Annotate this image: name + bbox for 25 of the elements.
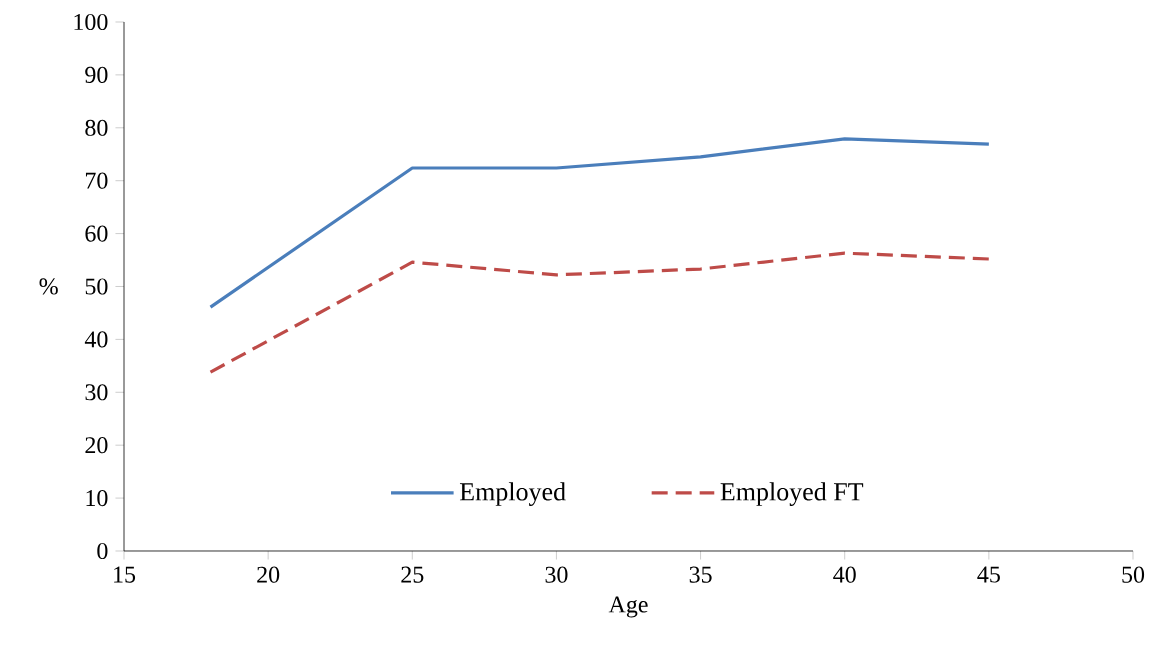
y-tick-label: 60 bbox=[85, 225, 108, 242]
y-tick-label: 90 bbox=[85, 66, 108, 83]
y-axis-title: % bbox=[39, 278, 58, 295]
y-tick-label: 40 bbox=[84, 331, 108, 348]
legend-label: Employed FT bbox=[720, 482, 864, 506]
y-tick-label: 0 bbox=[97, 542, 108, 560]
line-series bbox=[208, 251, 991, 374]
x-tick-label: 20 bbox=[257, 566, 280, 583]
x-tick-label: 30 bbox=[545, 566, 568, 583]
y-tick-label: 30 bbox=[85, 384, 108, 401]
x-tick-label: 35 bbox=[689, 566, 712, 583]
legend-label: Employed bbox=[459, 482, 566, 506]
x-tick-label: 15 bbox=[114, 566, 136, 583]
y-tick-label: 20 bbox=[85, 437, 108, 454]
x-tick-label: 50 bbox=[1122, 566, 1145, 583]
x-axis-title: Age bbox=[608, 596, 648, 618]
y-tick-label: 80 bbox=[85, 119, 108, 136]
y-tick-label: 100 bbox=[74, 13, 108, 31]
x-tick-label: 40 bbox=[833, 566, 856, 583]
line-series bbox=[208, 137, 991, 309]
y-tick-label: 10 bbox=[86, 489, 108, 507]
x-tick-label: 25 bbox=[401, 566, 424, 583]
x-tick-label: 45 bbox=[977, 566, 1000, 583]
y-tick-label: 70 bbox=[85, 172, 108, 189]
y-tick-label: 50 bbox=[85, 278, 108, 295]
